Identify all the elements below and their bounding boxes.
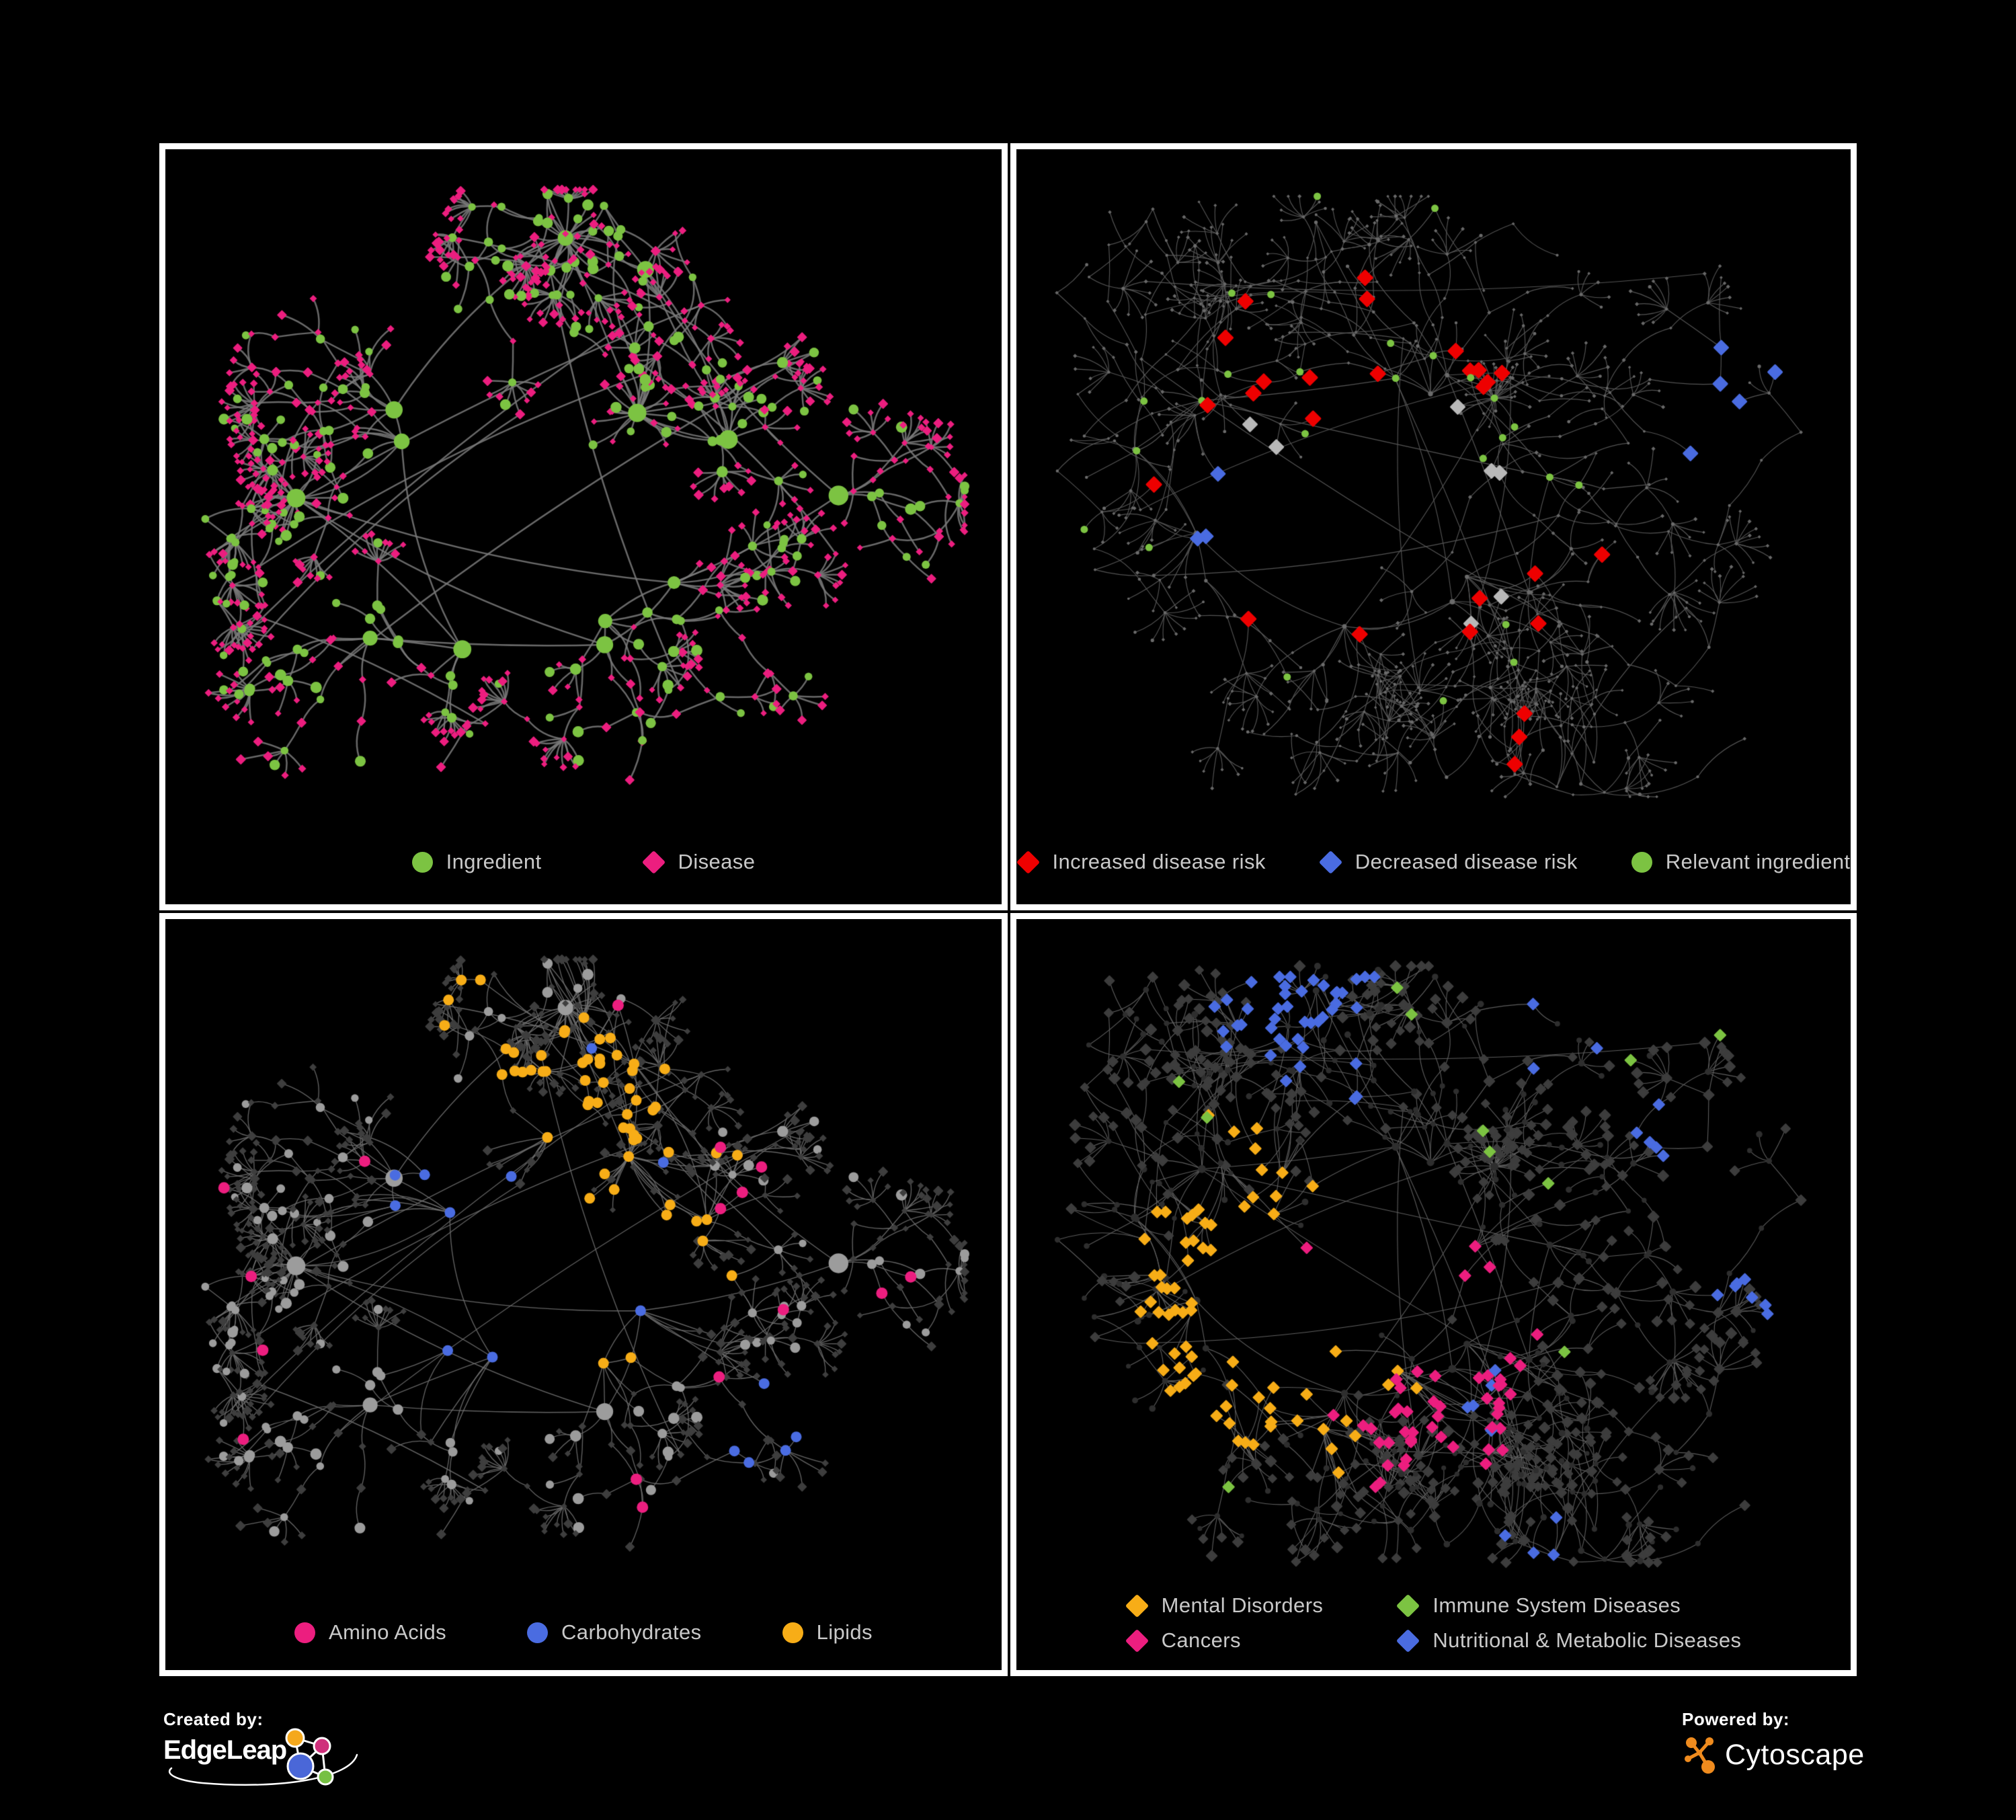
edgeleap-node-green — [317, 1768, 334, 1786]
panel-disease-risk: Increased disease risk Decreased disease … — [1010, 143, 1857, 910]
legend-item-ingredient: Ingredient — [411, 850, 542, 874]
legend-label: Ingredient — [446, 850, 542, 873]
legend-label: Cancers — [1161, 1628, 1241, 1652]
disease-risk-legend: Increased disease risk Decreased disease … — [1016, 850, 1851, 874]
cytoscape-logo-icon — [1685, 1737, 1715, 1774]
cytoscape-brand: Cytoscape — [1725, 1738, 1865, 1771]
legend-label: Nutritional & Metabolic Diseases — [1433, 1628, 1742, 1652]
legend-item-relevant-ingredient: Relevant ingredient — [1631, 850, 1851, 874]
powered-by-block: Powered by: Cytoscape — [1682, 1709, 1991, 1803]
cytoscape-node-1 — [1686, 1737, 1697, 1748]
macronutrients-legend: Amino Acids Carbohydrates Lipids — [165, 1620, 1002, 1645]
cytoscape-node-2 — [1705, 1737, 1713, 1745]
legend-circle-swatch — [294, 1622, 316, 1643]
legend-item-nutritional-metabolic-diseases: Nutritional & Metabolic Diseases — [1396, 1628, 1742, 1653]
cytoscape-brand-row: Cytoscape — [1682, 1734, 1991, 1776]
edgeleap-swoosh — [168, 1753, 358, 1786]
legend-label: Disease — [678, 850, 756, 873]
legend-label: Decreased disease risk — [1355, 850, 1578, 873]
panel-macronutrients: Amino Acids Carbohydrates Lipids — [159, 913, 1008, 1676]
edgeleap-brand: EdgeLeap — [163, 1735, 287, 1765]
legend-circle-swatch — [411, 851, 433, 873]
edgeleap-node-orange — [285, 1728, 305, 1748]
cytoscape-node-3 — [1701, 1760, 1715, 1774]
legend-diamond-swatch — [641, 850, 666, 874]
legend-diamond-swatch — [1318, 850, 1342, 874]
disease-categories-network-canvas — [1016, 919, 1851, 1670]
legend-diamond-swatch — [1396, 1593, 1420, 1618]
legend-label: Carbohydrates — [561, 1620, 702, 1644]
legend-item-decreased-disease-risk: Decreased disease risk — [1318, 850, 1578, 874]
edgeleap-logo-icon — [285, 1728, 334, 1786]
legend-item-disease: Disease — [641, 850, 756, 874]
cytoscape-node-4 — [1685, 1755, 1691, 1762]
legend-label: Relevant ingredient — [1665, 850, 1851, 873]
legend-diamond-swatch — [1016, 850, 1040, 874]
legend-item-mental-disorders: Mental Disorders — [1125, 1593, 1324, 1618]
legend-item-lipids: Lipids — [782, 1620, 873, 1645]
legend-label: Immune System Diseases — [1433, 1593, 1681, 1617]
cytoscape-node-5 — [1697, 1750, 1702, 1755]
created-by-label: Created by: — [163, 1709, 264, 1729]
edgeleap-node-pink — [313, 1737, 331, 1755]
legend-circle-swatch — [1631, 851, 1652, 873]
powered-by-label: Powered by: — [1682, 1709, 1790, 1729]
legend-diamond-swatch — [1396, 1628, 1420, 1653]
legend-label: Increased disease risk — [1052, 850, 1266, 873]
disease-categories-legend: Mental Disorders Immune System Diseases Ca… — [1016, 1593, 1851, 1653]
edgeleap-brand-row: EdgeLeap — [163, 1728, 580, 1786]
disease-risk-network-canvas — [1016, 149, 1851, 904]
footer: Created by: EdgeLeap — [0, 1675, 2016, 1820]
legend-label: Amino Acids — [329, 1620, 447, 1644]
legend-circle-swatch — [527, 1622, 549, 1643]
ingredient-disease-legend: Ingredient Disease — [165, 850, 1002, 874]
ingredient-disease-network-canvas — [165, 149, 1002, 904]
legend-item-immune-system-diseases: Immune System Diseases — [1396, 1593, 1681, 1618]
legend-item-cancers: Cancers — [1125, 1628, 1241, 1653]
legend-label: Mental Disorders — [1161, 1593, 1324, 1617]
panel-ingredient-disease: Ingredient Disease — [159, 143, 1008, 910]
panel-disease-categories: Mental Disorders Immune System Diseases Ca… — [1010, 913, 1857, 1676]
edgeleap-node-blue — [286, 1752, 315, 1780]
legend-item-carbohydrates: Carbohydrates — [527, 1620, 702, 1645]
legend-item-amino-acids: Amino Acids — [294, 1620, 446, 1645]
created-by-block: Created by: EdgeLeap — [163, 1709, 580, 1817]
legend-diamond-swatch — [1125, 1593, 1149, 1618]
legend-diamond-swatch — [1125, 1628, 1149, 1653]
legend-item-increased-disease-risk: Increased disease risk — [1016, 850, 1266, 874]
legend-circle-swatch — [782, 1622, 803, 1643]
legend-label: Lipids — [816, 1620, 873, 1644]
macronutrients-network-canvas — [165, 919, 1002, 1670]
